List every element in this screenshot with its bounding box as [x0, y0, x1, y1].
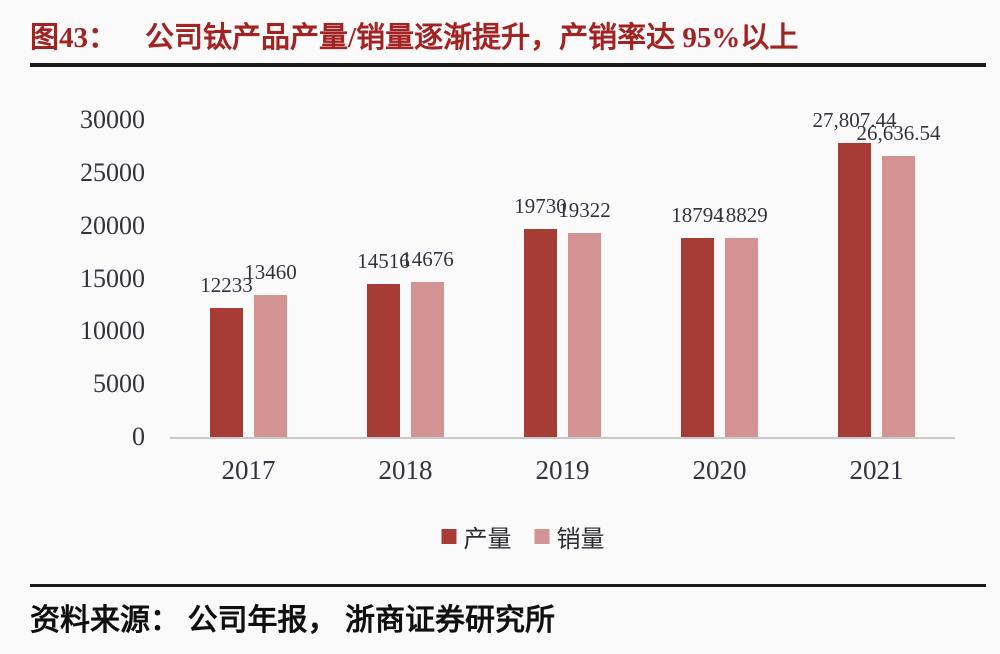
legend-swatch	[534, 529, 550, 544]
legend-label: 产量	[463, 527, 512, 553]
figure-number: 图43：	[30, 22, 118, 54]
y-tick-label: 15000	[80, 263, 145, 293]
legend: 产量 销量	[441, 519, 605, 554]
figure-title: 图43： 公司钛产品产量/销量逐渐提升，产销率达 95%以上	[30, 14, 798, 56]
footer-divider	[30, 584, 986, 587]
bar-产量-2018: 14516	[357, 250, 410, 437]
y-tick-label: 30000	[80, 105, 145, 134]
bar-销量-2018: 14676	[401, 248, 454, 437]
bar-销量-2020: 18829	[715, 204, 768, 437]
legend-swatch	[441, 529, 457, 544]
bar-value-label: 18829	[715, 203, 768, 228]
x-category-label: 2021	[849, 455, 904, 485]
bar-销量-2019: 19322	[558, 199, 611, 437]
x-category-label: 2017	[221, 455, 276, 485]
bar-value-label: 12233	[200, 272, 253, 297]
y-tick-label: 10000	[80, 316, 145, 346]
plot-area: 12233 13460 14516 14676 19730 19322 18794 18829…	[170, 109, 955, 439]
bar-group-2017: 12233 13460	[170, 120, 327, 437]
x-category-label: 2020	[692, 455, 747, 485]
y-tick-label: 20000	[80, 210, 145, 240]
bar-产量-2020: 18794	[671, 204, 724, 437]
source-note: 资料来源： 公司年报， 浙商证券研究所	[30, 595, 555, 639]
bar-value-label: 13460	[244, 259, 297, 284]
figure-title-text: 公司钛产品产量/销量逐渐提升，产销率达 95%以上	[145, 22, 799, 54]
bar-value-label: 14516	[357, 248, 410, 273]
bar-产量-2021: 27,807.44	[813, 109, 897, 437]
bar-group-2018: 14516 14676	[327, 120, 484, 437]
bar-value-label: 18794	[671, 203, 724, 228]
bar-group-2019: 19730 19322	[484, 120, 641, 437]
x-axis: 2017 2018 2019 2020 2021	[170, 456, 955, 484]
bar-group-2020: 18794 18829	[641, 120, 798, 437]
bar-value-label: 27,807.44	[812, 108, 897, 133]
bar-value-label: 19730	[514, 193, 567, 218]
bar-value-label: 14676	[401, 246, 454, 271]
y-tick-label: 25000	[80, 157, 145, 187]
bar-产量-2019: 19730	[514, 195, 567, 437]
x-category-label: 2018	[378, 455, 433, 485]
bar-group-2021: 27,807.44 26,636.54	[798, 109, 955, 437]
bar-value-label: 19322	[558, 197, 611, 222]
bar-value-label: 26,636.54	[856, 120, 941, 145]
y-axis: 0 5000 10000 15000 20000 25000 30000	[30, 107, 145, 450]
bar-产量-2017: 12233	[200, 274, 253, 437]
x-category-label: 2019	[535, 455, 590, 485]
title-divider	[30, 63, 986, 67]
y-tick-label: 5000	[93, 369, 145, 399]
y-tick-label: 0	[132, 422, 145, 451]
legend-item-销量: 销量	[534, 519, 605, 554]
source-text: 资料来源： 公司年报， 浙商证券研究所	[30, 604, 555, 637]
legend-item-产量: 产量	[441, 519, 512, 554]
bar-销量-2021: 26,636.54	[857, 122, 941, 437]
bar-销量-2017: 13460	[244, 261, 297, 437]
legend-label: 销量	[556, 527, 605, 553]
